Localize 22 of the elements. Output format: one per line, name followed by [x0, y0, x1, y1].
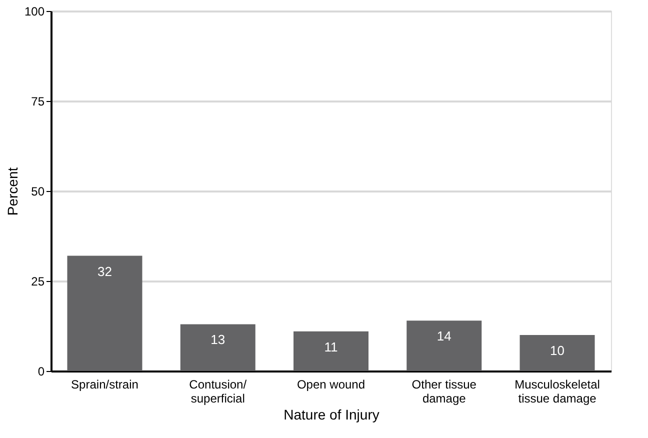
data-label: 10: [550, 343, 564, 358]
x-axis-title: Nature of Injury: [284, 406, 380, 422]
x-tick-label: Open wound: [296, 378, 366, 392]
x-tick-label: Contusion/ superficial: [189, 378, 248, 406]
data-label: 11: [324, 339, 338, 354]
y-tick-label: 25: [31, 274, 45, 288]
data-label: 14: [436, 328, 452, 344]
y-tick-label: 75: [31, 94, 45, 108]
bar: [520, 335, 595, 371]
data-label: 13: [210, 332, 226, 348]
bar: [180, 324, 256, 371]
x-tick-label: Musculoskeletal tissue damage: [514, 378, 600, 406]
bar: [406, 320, 482, 371]
x-tick-label: Other tissue damage: [412, 378, 477, 406]
y-axis-title: Percent: [4, 167, 20, 216]
x-tick-label: Sprain/strain: [71, 378, 138, 392]
y-tick-label: 50: [31, 184, 45, 198]
bar: [67, 256, 142, 371]
y-tick-label: 0: [38, 364, 45, 378]
bar: [294, 331, 368, 371]
y-tick-label: 100: [24, 4, 45, 18]
data-label: 32: [98, 264, 112, 279]
